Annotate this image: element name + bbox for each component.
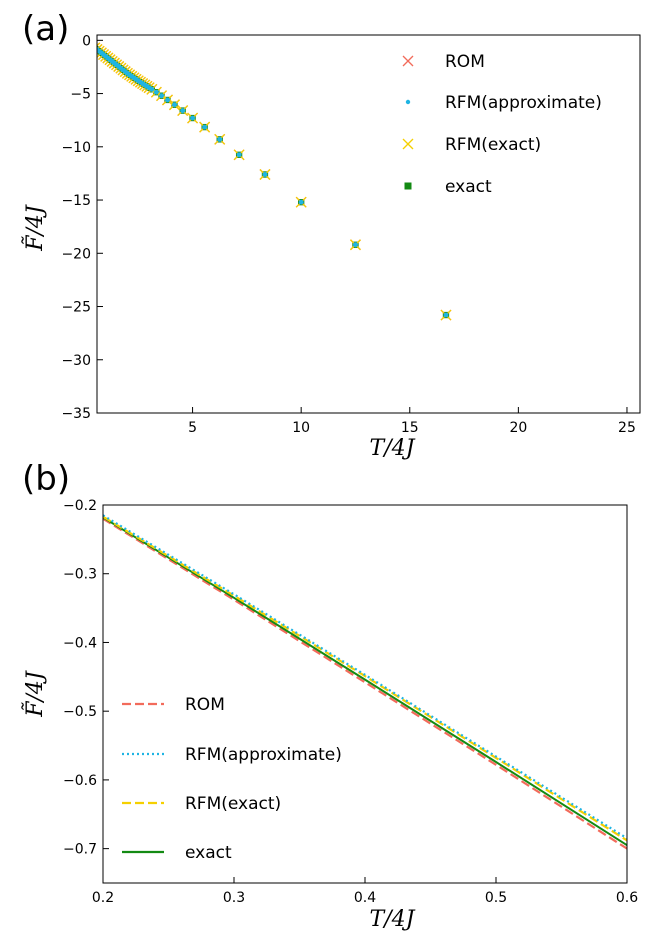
legend-marker [404,182,412,190]
data-point-rfm-approximate [190,115,196,121]
data-point-rfm-approximate [165,97,170,103]
legend-item: ROM [402,52,485,72]
legend-item: RFM(exact) [402,135,541,155]
panel-b-lines [102,514,628,850]
y-tick-label: −5 [70,87,91,103]
data-point-rfm-approximate [153,89,159,95]
x-tick-label: 0.2 [92,890,114,906]
y-tick-label: −10 [61,140,91,156]
legend-marker [405,99,411,105]
legend-label: RFM(exact) [445,135,541,155]
data-point-rfm-approximate [443,312,449,318]
legend-item: RFM(exact) [122,794,281,814]
legend-item: RFM(approximate) [405,93,602,113]
y-tick-label: −0.4 [63,635,97,651]
data-point-rfm-approximate [159,93,165,99]
data-point-rfm-approximate [352,242,358,248]
y-tick-label: 0 [82,33,91,49]
series-line-rom [102,517,628,850]
y-tick-label: −25 [61,300,91,316]
legend-marker [402,138,414,150]
series-line-rfm-exact [102,515,628,842]
y-tick-label: −0.6 [63,773,97,789]
panel-a: (a) 5 10 15 20 250−5−10−15−20−25−30−35 T/4J … [22,9,641,461]
data-point-rfm-approximate [217,136,223,142]
x-tick-label: 0.5 [485,890,507,906]
y-tick-label: −35 [61,406,91,422]
legend-label: RFM(exact) [185,794,281,814]
data-point-rfm-approximate [202,124,208,130]
panel-b: (b) 0.2 0.3 0.4 0.5 0.6 −0.2 −0.3 −0.4 −0.5 −0.6 −… [22,459,638,932]
legend-item: ROM [122,695,225,715]
x-tick-label: 20 [509,420,527,436]
panel-a-legend: ROM RFM(approximate) RFM(exact) exact [402,52,602,197]
legend-label: exact [185,843,232,863]
x-tick-label: 0.3 [223,890,245,906]
data-point-rfm-approximate [149,86,155,92]
x-tick-label: 5 [188,420,197,436]
y-tick-label: −0.3 [63,567,97,583]
data-point-rfm-approximate [298,199,304,205]
y-tick-label: −0.7 [63,842,97,858]
series-line-rfm-approximate [102,514,628,840]
y-tick-label: −15 [61,193,91,209]
legend-marker [402,55,414,67]
data-point-rfm-approximate [236,152,242,158]
series-line-exact [102,516,628,847]
data-point-rfm-approximate [180,108,186,114]
data-point-rfm-approximate [262,172,268,177]
legend-label: RFM(approximate) [185,745,342,765]
data-point-rfm-exact-stroke [97,44,103,51]
data-point-rfm-exact-stroke [97,42,101,47]
x-tick-label: 0.6 [616,890,638,906]
x-tick-label: 0.4 [354,890,376,906]
y-tick-label: −20 [61,246,91,262]
legend-marker-stroke [402,138,414,150]
y-tick-label: −30 [61,353,91,369]
legend-marker-stroke [402,55,414,67]
y-tick-label: −0.2 [63,498,97,514]
legend-item: exact [404,177,492,197]
legend-label: ROM [445,52,485,72]
x-tick-label: 25 [618,420,636,436]
panel-b-legend: ROM RFM(approximate) RFM(exact) exact [122,695,342,863]
data-point-rfm-approximate [172,102,177,108]
panel-a-ticks: 5 10 15 20 25 0 −5 −10 −15 −20 −25 −30 −35 [61,33,635,436]
x-tick-label: 10 [292,420,310,436]
legend-item: exact [122,843,232,863]
panel-b-ticks: 0.2 0.3 0.4 0.5 0.6 −0.2 −0.3 −0.4 −0.5 −0.6 −0.7 [63,498,638,906]
legend-label: RFM(approximate) [445,93,602,113]
y-tick-label: −0.5 [63,704,97,720]
x-tick-label: 15 [401,420,419,436]
panel-a-label: (a) [22,9,69,49]
panel-a-markers [97,42,452,321]
panel-b-y-axis-label: F̃/4J [22,670,48,718]
panel-b-x-axis-label: T/4J [370,907,416,932]
panel-a-axes-frame [96,34,641,414]
panel-b-label: (b) [22,459,70,499]
legend-label: exact [445,177,492,197]
legend-item: RFM(approximate) [122,745,342,765]
legend-label: ROM [185,695,225,715]
panel-a-x-axis-label: T/4J [370,436,416,461]
panel-a-y-axis-label: F̃/4J [22,204,48,252]
